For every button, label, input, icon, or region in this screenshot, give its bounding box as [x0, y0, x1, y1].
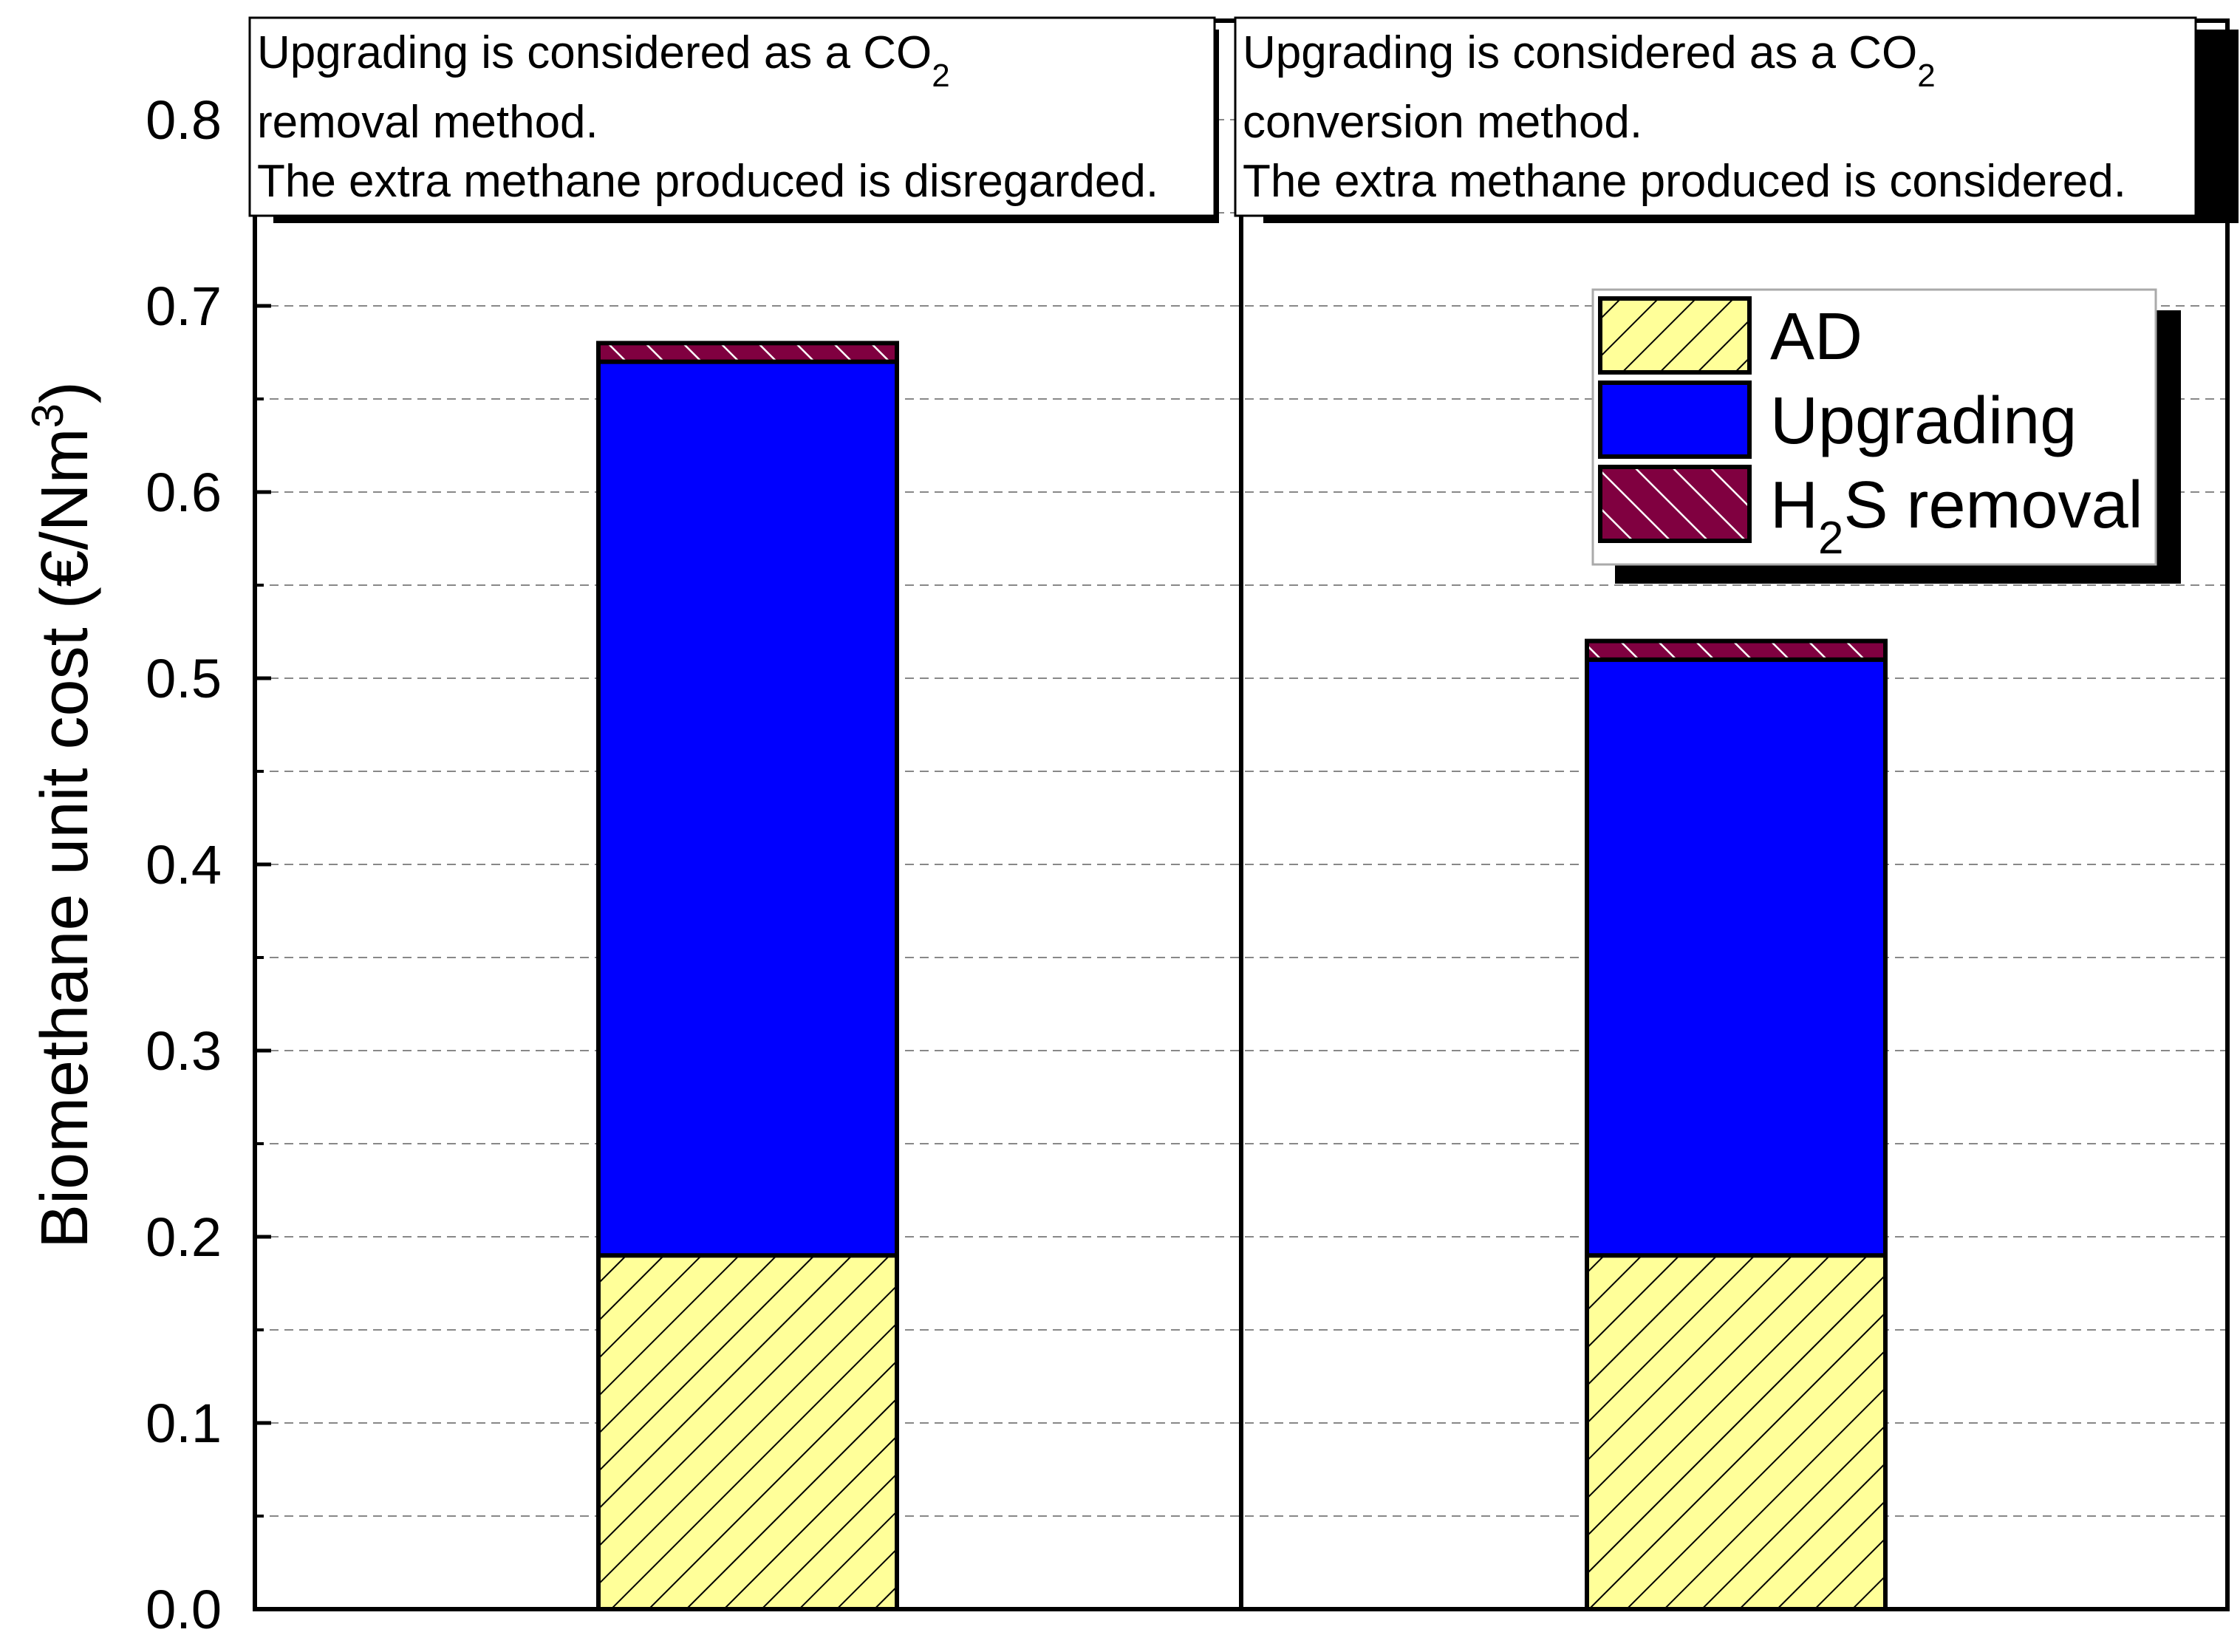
annotation-left-line3: The extra methane produced is disregarde…: [257, 156, 1158, 207]
svg-text:Upgrading is considered as a C: Upgrading is considered as a CO2: [1243, 27, 1936, 94]
legend-swatch-ad: [1598, 296, 1752, 375]
bar-segment-upgrading: [1585, 657, 1888, 1258]
y-tick-label: 0.0: [146, 1579, 222, 1640]
legend-label-ad: AD: [1770, 300, 1862, 374]
legend-swatch-h2s: [1598, 465, 1752, 543]
bar-segment-upgrading: [596, 359, 899, 1258]
bar-segment-h2s-removal: [1585, 638, 1888, 662]
annotation-right-line3: The extra methane produced is considered…: [1243, 156, 2126, 207]
annotation-right-line1-sub: 2: [1917, 58, 1935, 94]
annotation-left-line2: removal method.: [257, 97, 598, 148]
annotation-left: Upgrading is considered as a CO2 removal…: [248, 16, 1219, 223]
y-tick-label: 0.3: [146, 1020, 222, 1082]
annotation-right-line1: Upgrading is considered as a CO: [1243, 27, 1917, 78]
legend-label-h2s-sub: 2: [1818, 513, 1843, 564]
annotation-right-line2: conversion method.: [1243, 97, 1642, 148]
y-tick-label: 0.7: [146, 276, 222, 337]
y-axis-label: Biomethane unit cost (€/Nm3): [23, 381, 103, 1249]
bar-segment-ad: [1585, 1253, 1888, 1611]
y-tick-label: 0.4: [146, 834, 222, 895]
y-axis-label-close: ): [28, 381, 102, 403]
legend-swatch-upgrading: [1598, 380, 1752, 459]
annotation-left-line1-sub: 2: [932, 58, 949, 94]
y-axis-label-superscript: 3: [23, 403, 72, 428]
y-tick-label: 0.5: [146, 648, 222, 709]
legend: AD Upgrading H2S removal: [1591, 288, 2181, 584]
bar-segment-h2s-removal: [596, 341, 899, 364]
y-tick-label: 0.6: [146, 462, 222, 523]
bar-segment-ad: [596, 1253, 899, 1611]
annotation-right: Upgrading is considered as a CO2 convers…: [1234, 16, 2239, 223]
svg-text:Upgrading is considered as a C: Upgrading is considered as a CO2: [257, 27, 950, 94]
y-axis: 0.0 0.1 0.2 0.3 0.4 0.5 0.6 0.7 0.8: [146, 89, 271, 1640]
annotation-left-line1: Upgrading is considered as a CO: [257, 27, 932, 78]
legend-label-h2s-rest: S removal: [1843, 468, 2142, 542]
bars: [596, 341, 1888, 1611]
legend-label-h2s-main: H: [1770, 468, 1818, 542]
y-tick-label: 0.8: [146, 89, 222, 151]
y-tick-label: 0.2: [146, 1206, 222, 1268]
legend-label-upgrading: Upgrading: [1770, 384, 2077, 458]
y-axis-label-main: Biomethane unit cost (€/Nm: [28, 428, 102, 1249]
svg-text:H2S removal: H2S removal: [1770, 468, 2143, 564]
y-tick-label: 0.1: [146, 1393, 222, 1454]
